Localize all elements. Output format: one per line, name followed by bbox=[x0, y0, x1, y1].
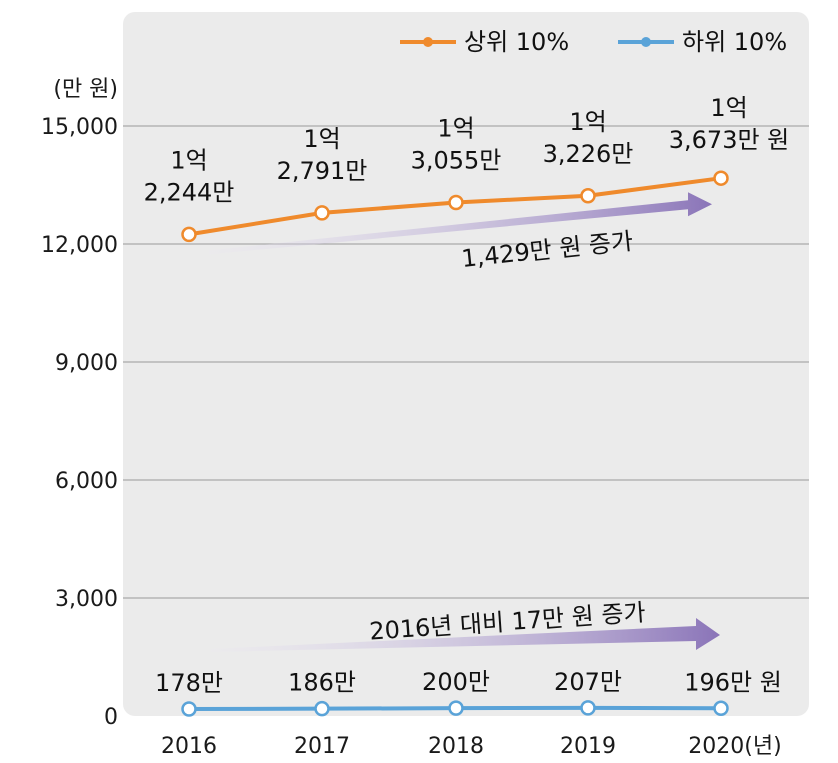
data-point bbox=[448, 194, 464, 211]
legend: 상위 10% 하위 10% bbox=[400, 28, 787, 56]
data-label: 1억 bbox=[710, 94, 747, 122]
data-point bbox=[580, 188, 596, 204]
data-label: 1억 bbox=[170, 146, 207, 174]
data-point bbox=[713, 170, 729, 186]
series-top-10: 1억 2,244만 1억 2,791만 1억 3,055만 1억 3,226만 1억 3,673만… bbox=[144, 94, 790, 243]
legend-swatch-marker bbox=[641, 37, 651, 47]
data-label: 200만 bbox=[422, 668, 490, 696]
data-label: 2,244만 bbox=[144, 178, 235, 206]
data-label: 207만 bbox=[554, 668, 622, 696]
series-group: 1억 2,244만 1억 2,791만 1억 3,055만 1억 3,226만 1억 3,673만… bbox=[144, 94, 790, 717]
data-label: 1억 bbox=[569, 108, 606, 136]
gridlines bbox=[123, 125, 809, 599]
y-tick-label: 0 bbox=[104, 705, 118, 730]
data-label: 196만 원 bbox=[684, 668, 782, 696]
trend-arrow-top bbox=[209, 192, 712, 255]
y-axis-unit: (만 원) bbox=[53, 77, 118, 102]
x-tick-label: 2020(년) bbox=[688, 734, 781, 759]
data-label: 3,226만 bbox=[543, 140, 634, 168]
data-label: 178만 bbox=[155, 669, 223, 697]
y-tick-label: 12,000 bbox=[41, 233, 118, 258]
legend-swatch-marker bbox=[423, 37, 433, 47]
x-tick-label: 2017 bbox=[294, 734, 350, 759]
x-tick-label: 2019 bbox=[560, 734, 616, 759]
y-tick-label: 9,000 bbox=[55, 351, 118, 376]
y-axis: (만 원) 0 3,000 6,000 9,000 12,000 15,000 bbox=[41, 77, 118, 730]
legend-label: 상위 10% bbox=[464, 28, 569, 56]
data-point bbox=[181, 226, 197, 243]
data-label: 1억 bbox=[437, 115, 474, 143]
x-tick-label: 2016 bbox=[161, 734, 217, 759]
y-tick-label: 15,000 bbox=[41, 115, 118, 140]
series-bottom-10: 178만 186만 200만 207만 196만 원 bbox=[155, 668, 782, 717]
data-point bbox=[181, 701, 197, 717]
data-label: 186만 bbox=[288, 669, 356, 697]
data-label: 3,055만 bbox=[411, 147, 502, 175]
data-point bbox=[314, 205, 330, 221]
data-point bbox=[580, 700, 596, 716]
data-label: 3,673만 원 bbox=[669, 126, 790, 154]
x-tick-label: 2018 bbox=[428, 734, 484, 759]
legend-label: 하위 10% bbox=[682, 28, 787, 56]
data-label: 2,791만 bbox=[277, 157, 368, 185]
x-axis: 2016 2017 2018 2019 2020(년) bbox=[161, 734, 782, 759]
data-point bbox=[314, 700, 330, 717]
data-point bbox=[713, 700, 729, 717]
data-point bbox=[448, 700, 464, 716]
y-tick-label: 3,000 bbox=[55, 587, 118, 612]
trend-arrow-bottom bbox=[211, 618, 720, 652]
y-tick-label: 6,000 bbox=[55, 469, 118, 494]
data-label: 1억 bbox=[303, 125, 340, 153]
